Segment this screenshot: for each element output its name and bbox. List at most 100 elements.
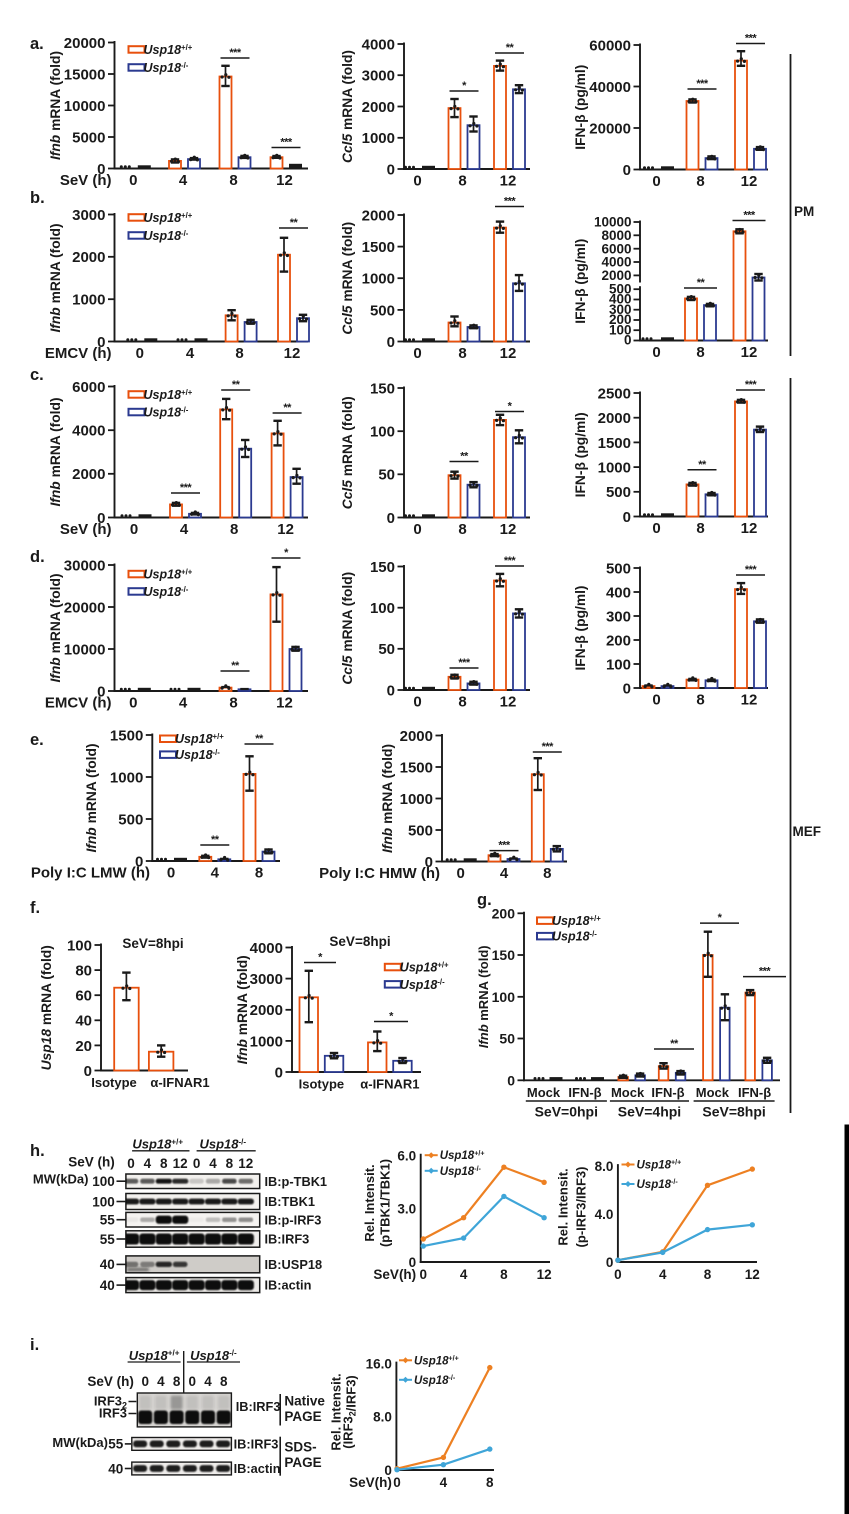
- svg-text:**: **: [231, 660, 240, 672]
- svg-text:Usp18-/-: Usp18-/-: [190, 1348, 237, 1363]
- svg-text:300: 300: [606, 608, 631, 625]
- svg-text:SeV=8hpi: SeV=8hpi: [122, 936, 183, 951]
- svg-text:8: 8: [696, 344, 704, 361]
- svg-text:15000: 15000: [64, 66, 106, 83]
- svg-text:40000: 40000: [589, 79, 631, 96]
- svg-text:4: 4: [440, 1475, 448, 1490]
- svg-text:2000: 2000: [362, 99, 395, 116]
- svg-text:0: 0: [189, 1374, 197, 1389]
- svg-text:8: 8: [704, 1267, 712, 1282]
- svg-text:Ifnb mRNA (fold): Ifnb mRNA (fold): [48, 573, 63, 682]
- svg-text:8000: 8000: [601, 228, 631, 243]
- svg-text:10000: 10000: [594, 215, 632, 230]
- svg-text:4000: 4000: [250, 940, 283, 957]
- svg-text:Usp18+/+: Usp18+/+: [129, 1348, 180, 1363]
- svg-text:MW(kDa): MW(kDa): [33, 1172, 89, 1187]
- svg-text:1500: 1500: [598, 435, 631, 452]
- svg-text:8: 8: [173, 1374, 181, 1389]
- svg-text:IFN-β (pg/ml): IFN-β (pg/ml): [573, 65, 588, 150]
- svg-text:h.: h.: [30, 1142, 45, 1160]
- svg-text:Rel. Intensit.: Rel. Intensit.: [362, 1164, 377, 1241]
- svg-text:Usp18+/+: Usp18+/+: [132, 1137, 183, 1152]
- svg-text:0: 0: [623, 680, 631, 697]
- svg-text:0: 0: [413, 521, 421, 538]
- svg-text:Native: Native: [284, 1394, 325, 1409]
- svg-text:100: 100: [92, 1194, 115, 1209]
- svg-text:8: 8: [230, 521, 238, 538]
- svg-text:1000: 1000: [72, 292, 105, 309]
- svg-text:12: 12: [284, 345, 301, 362]
- svg-text:Ifnb mRNA (fold): Ifnb mRNA (fold): [380, 744, 395, 853]
- svg-text:0: 0: [425, 854, 433, 871]
- svg-text:12: 12: [500, 345, 517, 362]
- svg-text:Ifnb mRNA (fold): Ifnb mRNA (fold): [476, 945, 491, 1048]
- svg-text:12: 12: [277, 521, 294, 538]
- svg-text:***: ***: [498, 840, 511, 852]
- svg-text:c.: c.: [30, 366, 44, 384]
- svg-text:20000: 20000: [64, 35, 106, 52]
- svg-text:b.: b.: [30, 189, 45, 207]
- svg-text:Ifnb mRNA (fold): Ifnb mRNA (fold): [48, 223, 63, 332]
- svg-text:12: 12: [537, 1267, 552, 1282]
- svg-text:**: **: [506, 42, 515, 54]
- svg-text:12: 12: [276, 695, 293, 712]
- svg-text:55: 55: [108, 1437, 124, 1452]
- svg-text:100: 100: [609, 322, 632, 337]
- svg-text:30000: 30000: [64, 557, 106, 574]
- svg-text:(IRF32/IRF3): (IRF32/IRF3): [341, 1375, 359, 1449]
- svg-text:f.: f.: [30, 899, 40, 917]
- svg-text:0: 0: [652, 692, 660, 709]
- svg-text:0: 0: [457, 865, 465, 882]
- svg-text:60: 60: [75, 988, 92, 1005]
- svg-text:**: **: [460, 451, 469, 463]
- svg-text:**: **: [290, 217, 299, 229]
- svg-text:10000: 10000: [64, 98, 106, 115]
- svg-text:Ifnb mRNA (fold): Ifnb mRNA (fold): [48, 397, 63, 506]
- svg-text:4: 4: [211, 865, 220, 882]
- svg-text:4: 4: [209, 1156, 217, 1171]
- svg-text:3000: 3000: [250, 971, 283, 988]
- svg-text:0: 0: [614, 1267, 622, 1282]
- svg-text:Ccl5 mRNA (fold): Ccl5 mRNA (fold): [340, 572, 355, 685]
- svg-text:4000: 4000: [362, 36, 395, 53]
- svg-text:100: 100: [370, 600, 395, 617]
- svg-text:500: 500: [370, 302, 395, 319]
- svg-text:SeV(h): SeV(h): [349, 1475, 392, 1490]
- svg-text:Isotype: Isotype: [91, 1075, 137, 1090]
- svg-text:100: 100: [606, 656, 631, 673]
- svg-text:0: 0: [193, 1156, 201, 1171]
- svg-text:0: 0: [624, 333, 632, 348]
- svg-text:SeV=8hpi: SeV=8hpi: [329, 934, 390, 949]
- svg-text:SDS-: SDS-: [284, 1440, 316, 1455]
- svg-text:0: 0: [127, 1156, 135, 1171]
- svg-text:4: 4: [144, 1156, 152, 1171]
- svg-text:***: ***: [743, 210, 756, 222]
- svg-text:IB:p-IRF3: IB:p-IRF3: [265, 1212, 322, 1227]
- svg-text:Usp18+/+: Usp18+/+: [175, 732, 224, 746]
- svg-text:2500: 2500: [598, 385, 631, 402]
- svg-text:1500: 1500: [110, 727, 143, 744]
- svg-text:Usp18-/-: Usp18-/-: [144, 61, 189, 75]
- svg-text:d.: d.: [30, 548, 45, 566]
- svg-text:500: 500: [606, 560, 631, 577]
- svg-text:0: 0: [387, 334, 395, 351]
- svg-text:g.: g.: [477, 891, 492, 909]
- svg-text:***: ***: [504, 196, 517, 208]
- svg-text:IFN-β (pg/ml): IFN-β (pg/ml): [573, 585, 588, 670]
- svg-text:4: 4: [460, 1267, 468, 1282]
- svg-text:MEF: MEF: [793, 824, 822, 839]
- svg-text:8: 8: [458, 345, 466, 362]
- svg-text:150: 150: [492, 947, 516, 963]
- svg-text:Ifnb mRNA (fold): Ifnb mRNA (fold): [48, 51, 63, 160]
- svg-text:20000: 20000: [589, 120, 631, 137]
- svg-text:0: 0: [129, 172, 137, 189]
- svg-text:(p-IRF3/IRF3): (p-IRF3/IRF3): [574, 1167, 589, 1248]
- svg-text:IB:p-TBK1: IB:p-TBK1: [265, 1174, 328, 1189]
- svg-text:**: **: [670, 1038, 679, 1050]
- svg-text:500: 500: [606, 484, 631, 501]
- svg-text:2000: 2000: [362, 207, 395, 224]
- svg-text:500: 500: [118, 811, 143, 828]
- svg-text:12: 12: [238, 1156, 253, 1171]
- svg-text:***: ***: [229, 47, 242, 59]
- svg-text:12: 12: [500, 521, 517, 538]
